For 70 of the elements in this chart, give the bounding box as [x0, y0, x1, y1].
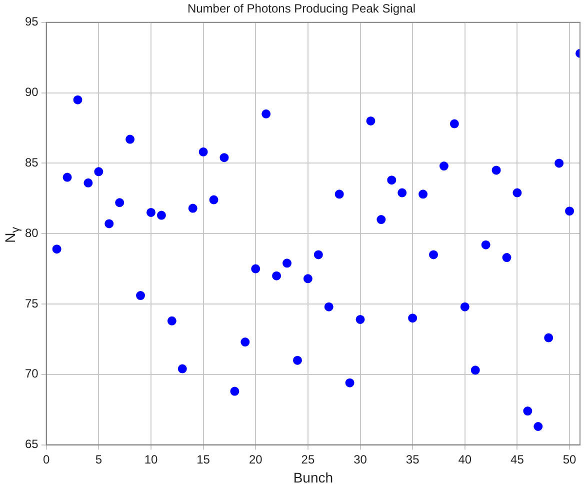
point — [52, 244, 62, 254]
point — [366, 116, 376, 126]
point — [240, 338, 250, 347]
point — [167, 316, 176, 326]
y-tick-label: 90 — [24, 85, 39, 100]
x-tick-label: 0 — [43, 452, 50, 466]
point — [292, 356, 302, 365]
point — [314, 250, 323, 260]
point — [220, 153, 229, 162]
y-tick-label: 95 — [24, 14, 39, 29]
point — [387, 176, 396, 185]
point — [136, 291, 146, 300]
point — [324, 302, 334, 312]
point — [146, 208, 156, 217]
point — [523, 406, 532, 416]
point — [481, 240, 490, 250]
y-tick-label: 65 — [24, 437, 39, 452]
point — [512, 188, 522, 198]
point — [376, 215, 386, 224]
point — [502, 253, 512, 262]
x-tick-label: 50 — [562, 452, 577, 466]
point — [303, 274, 312, 284]
point — [282, 258, 292, 268]
point — [94, 167, 104, 176]
point — [104, 219, 114, 228]
point — [115, 198, 124, 208]
x-tick-label: 10 — [144, 452, 158, 466]
point — [534, 422, 543, 431]
point — [272, 271, 282, 280]
x-tick-label: 25 — [301, 452, 315, 466]
point — [178, 364, 187, 374]
point — [209, 195, 218, 204]
y-tick-label: 80 — [24, 226, 39, 240]
point — [408, 314, 418, 323]
point — [554, 158, 564, 168]
point — [398, 188, 407, 198]
point — [262, 109, 271, 118]
point — [439, 162, 448, 171]
point — [251, 264, 260, 274]
point — [418, 190, 428, 199]
point — [156, 210, 166, 220]
point — [345, 378, 354, 388]
point — [334, 190, 344, 199]
point — [565, 206, 574, 216]
point — [73, 95, 82, 104]
point — [126, 134, 135, 144]
point — [62, 172, 72, 182]
x-tick-label: 40 — [458, 452, 472, 466]
y-tick-label: 85 — [24, 156, 39, 170]
x-axis-title: Bunch — [293, 469, 334, 486]
x-tick-label: 35 — [406, 452, 420, 466]
point — [460, 302, 470, 312]
point — [84, 178, 93, 188]
point — [230, 386, 240, 396]
point — [188, 204, 198, 213]
y-tick-label: 75 — [24, 296, 39, 310]
x-tick-label: 30 — [354, 452, 368, 466]
y-tick-label: 70 — [24, 366, 39, 381]
x-tick-label: 45 — [510, 452, 524, 466]
point — [429, 250, 438, 260]
point — [198, 147, 208, 156]
point — [450, 119, 459, 128]
x-tick-label: 15 — [196, 452, 210, 466]
chart-title: Number of Photons Producing Peak Signal — [187, 2, 416, 16]
point — [544, 333, 554, 342]
x-tick-label: 20 — [248, 452, 263, 466]
point — [356, 314, 365, 324]
point — [492, 166, 501, 175]
point — [470, 366, 480, 375]
x-tick-label: 5 — [95, 452, 102, 466]
